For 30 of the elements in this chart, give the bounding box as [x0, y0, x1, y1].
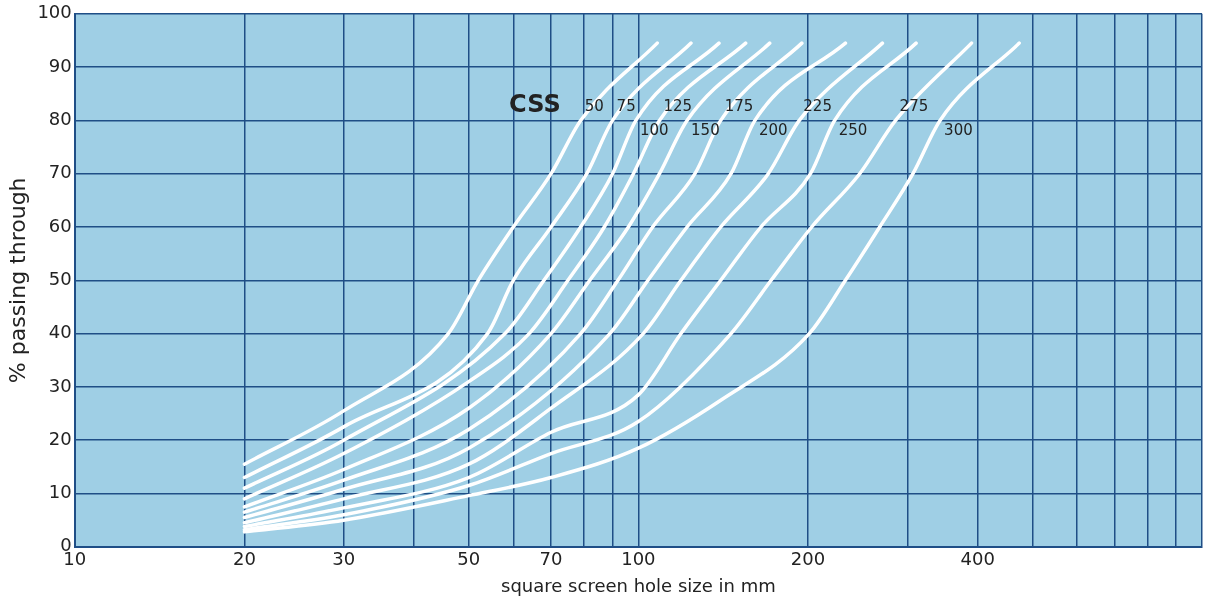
y-tick-label: 50	[48, 267, 72, 289]
x-tick-label: 20	[232, 548, 256, 570]
x-tick-label: 100	[621, 548, 656, 570]
y-tick-label: 30	[48, 374, 72, 396]
x-tick-label: 400	[960, 548, 995, 570]
y-tick-label: 40	[48, 321, 72, 343]
x-tick-label: 200	[790, 548, 826, 570]
series-label: 150	[691, 121, 720, 140]
series-label: 175	[724, 97, 754, 116]
series-label: 200	[758, 121, 788, 140]
series-label: 275	[899, 97, 929, 116]
series-label: 75	[616, 97, 636, 116]
y-tick-label: 60	[48, 214, 72, 236]
x-tick-label: 70	[539, 548, 563, 570]
series-label: 100	[639, 121, 669, 140]
series-label: 225	[803, 97, 832, 116]
y-tick-label: 70	[48, 161, 72, 183]
series-label: 300	[944, 121, 973, 140]
y-tick-label: 20	[48, 427, 72, 449]
series-label: 125	[663, 97, 693, 116]
y-tick-label: 90	[48, 54, 72, 76]
x-tick-label: 50	[457, 548, 481, 570]
x-axis-title: square screen hole size in mm	[501, 574, 776, 596]
y-tick-label: 100	[37, 1, 72, 23]
series-label: 250	[838, 121, 868, 140]
series-label: 50	[584, 97, 604, 116]
y-tick-label: 10	[48, 481, 72, 503]
y-tick-label: 80	[48, 108, 72, 130]
x-tick-label: 30	[332, 548, 356, 570]
y-axis-title: % passing through	[4, 177, 30, 384]
